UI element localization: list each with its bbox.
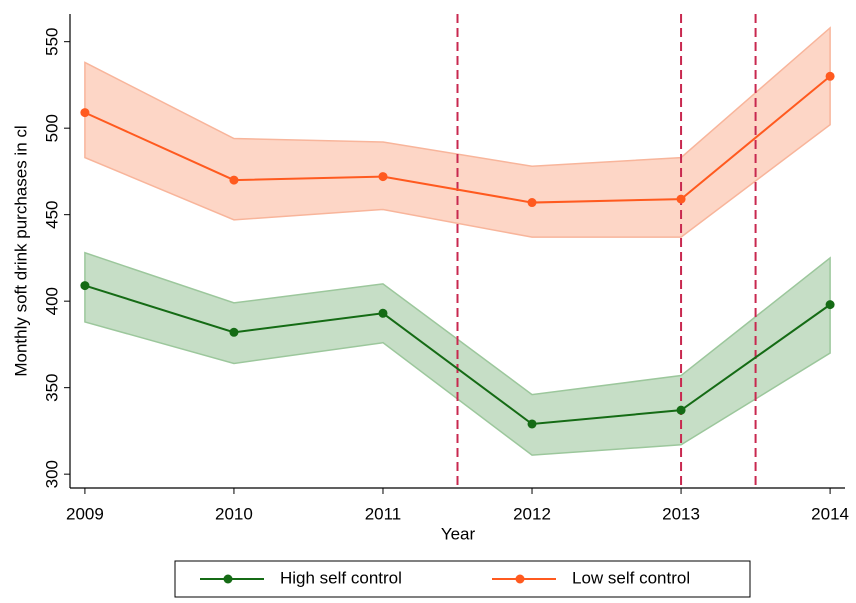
series-line <box>84 284 831 426</box>
y-tick-label: 400 <box>42 287 61 315</box>
data-point <box>80 108 90 118</box>
y-tick-label: 300 <box>42 460 61 488</box>
data-point <box>229 327 239 337</box>
legend-marker <box>223 574 233 584</box>
data-point <box>80 281 90 291</box>
legend-label: High self control <box>280 568 402 587</box>
y-tick-label: 550 <box>42 27 61 55</box>
legend-marker <box>515 574 525 584</box>
y-tick-label: 500 <box>42 114 61 142</box>
data-point <box>527 198 537 208</box>
legend-label: Low self control <box>572 568 690 587</box>
data-point <box>825 71 835 81</box>
series-line <box>84 75 831 204</box>
x-tick-label: 2014 <box>811 504 849 523</box>
legend-box <box>174 560 751 598</box>
data-point <box>676 405 686 415</box>
confidence-band <box>84 26 831 238</box>
data-point <box>378 172 388 182</box>
x-tick-label: 2010 <box>215 504 253 523</box>
x-tick-label: 2011 <box>365 504 402 523</box>
legend <box>174 560 751 598</box>
x-tick-label: 2009 <box>66 504 104 523</box>
data-point <box>378 308 388 318</box>
data-point <box>825 300 835 310</box>
data-point <box>229 175 239 185</box>
x-tick-label: 2012 <box>513 504 551 523</box>
data-point <box>527 419 537 429</box>
y-tick-label: 450 <box>42 200 61 228</box>
x-axis-label: Year <box>441 524 476 543</box>
data-point <box>676 194 686 204</box>
y-axis-label: Monthly soft drink purchases in cl <box>11 125 30 376</box>
y-tick-label: 350 <box>42 373 61 401</box>
x-tick-label: 2013 <box>662 504 700 523</box>
